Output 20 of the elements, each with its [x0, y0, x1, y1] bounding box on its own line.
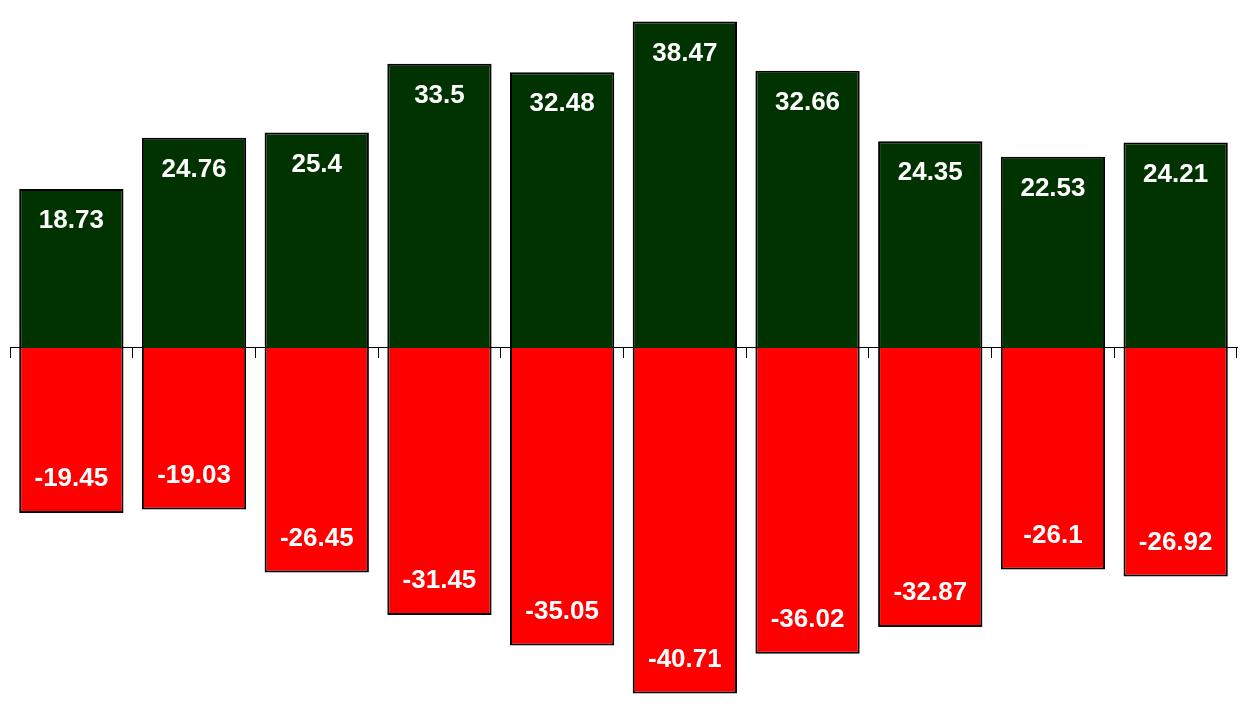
data-label: 22.53 [1020, 171, 1086, 202]
data-label: 38.47 [652, 36, 718, 67]
data-label: -36.02 [770, 602, 845, 633]
data-label: -26.1 [1023, 518, 1083, 549]
data-label: 24.21 [1143, 157, 1209, 188]
data-label: 32.48 [529, 87, 595, 118]
data-label: -31.45 [402, 564, 477, 595]
data-label: -35.05 [525, 594, 600, 625]
data-label: 18.73 [38, 204, 104, 235]
data-label: 32.66 [775, 85, 841, 116]
data-label: 25.4 [291, 147, 343, 178]
data-label: 33.5 [414, 78, 465, 109]
data-label: -32.87 [893, 576, 968, 607]
data-label: -40.71 [647, 642, 722, 673]
data-label: 24.76 [161, 152, 227, 183]
data-label: -26.45 [279, 521, 354, 552]
data-label: -19.03 [157, 458, 231, 489]
data-label: -19.45 [34, 462, 109, 493]
data-label: -26.92 [1138, 525, 1213, 556]
data-label: 24.35 [897, 156, 963, 187]
